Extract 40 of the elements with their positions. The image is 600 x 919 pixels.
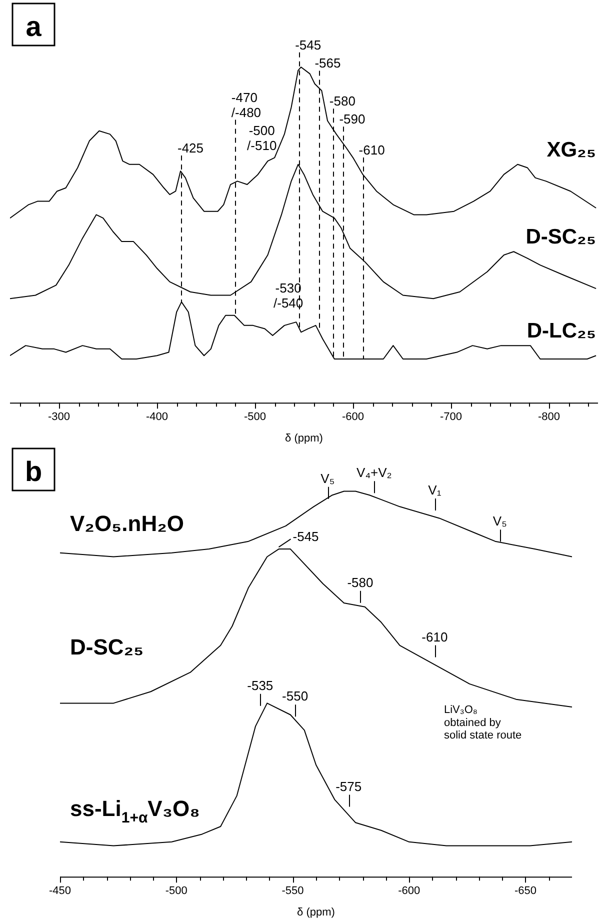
x-tick-label: -450 xyxy=(48,885,72,898)
chart-title: b xyxy=(24,456,42,487)
annotation: -530 /-540 xyxy=(274,280,304,310)
ref-line-label: -545 xyxy=(295,37,322,52)
annotation: -500 /-510 xyxy=(247,122,277,153)
series-label: D-LC₂₅ xyxy=(526,320,596,343)
series-label: XG₂₅ xyxy=(546,138,596,162)
annotation: -550 xyxy=(282,688,308,704)
annotation: -610 xyxy=(422,629,448,644)
annotation: V₄+V₂ xyxy=(356,465,392,480)
series-label: V₂O₅.nH₂O xyxy=(70,511,184,536)
annotation: LiV₃O₈ obtained by solid state route xyxy=(444,704,522,742)
ref-line-label: -610 xyxy=(358,142,385,158)
annotation: -575 xyxy=(336,778,362,794)
ref-line-label: -565 xyxy=(314,56,341,71)
annotation: -535 xyxy=(247,678,274,693)
annotation: V₁ xyxy=(428,482,442,498)
series-label: D-SC₂₅ xyxy=(526,226,596,249)
annotation: -580 xyxy=(347,574,374,590)
annotation: -545 xyxy=(292,529,319,544)
x-tick-label: -650 xyxy=(514,885,536,898)
annotation: V₅ xyxy=(320,470,335,486)
annotation: V₅ xyxy=(492,514,507,529)
x-axis-title: δ (ppm) xyxy=(285,432,323,444)
x-tick-label: -500 xyxy=(165,885,188,898)
x-tick-label: -600 xyxy=(398,885,420,898)
x-tick-label: -800 xyxy=(538,411,560,424)
ref-line-label: -425 xyxy=(178,140,204,156)
x-tick-label: -550 xyxy=(282,885,304,898)
x-tick-label: -700 xyxy=(440,411,462,424)
x-axis-title: δ (ppm) xyxy=(297,906,335,918)
ref-line-label: -470 /-480 xyxy=(231,90,262,120)
chart-title: a xyxy=(26,11,42,42)
ref-line-label: -590 xyxy=(339,112,366,127)
x-tick-label: -500 xyxy=(244,411,266,424)
series-label: D-SC₂₅ xyxy=(70,634,144,660)
x-tick-label: -600 xyxy=(342,411,364,424)
x-tick-label: -400 xyxy=(146,411,168,424)
ref-line-label: -580 xyxy=(329,94,356,109)
x-tick-label: -300 xyxy=(48,411,70,424)
